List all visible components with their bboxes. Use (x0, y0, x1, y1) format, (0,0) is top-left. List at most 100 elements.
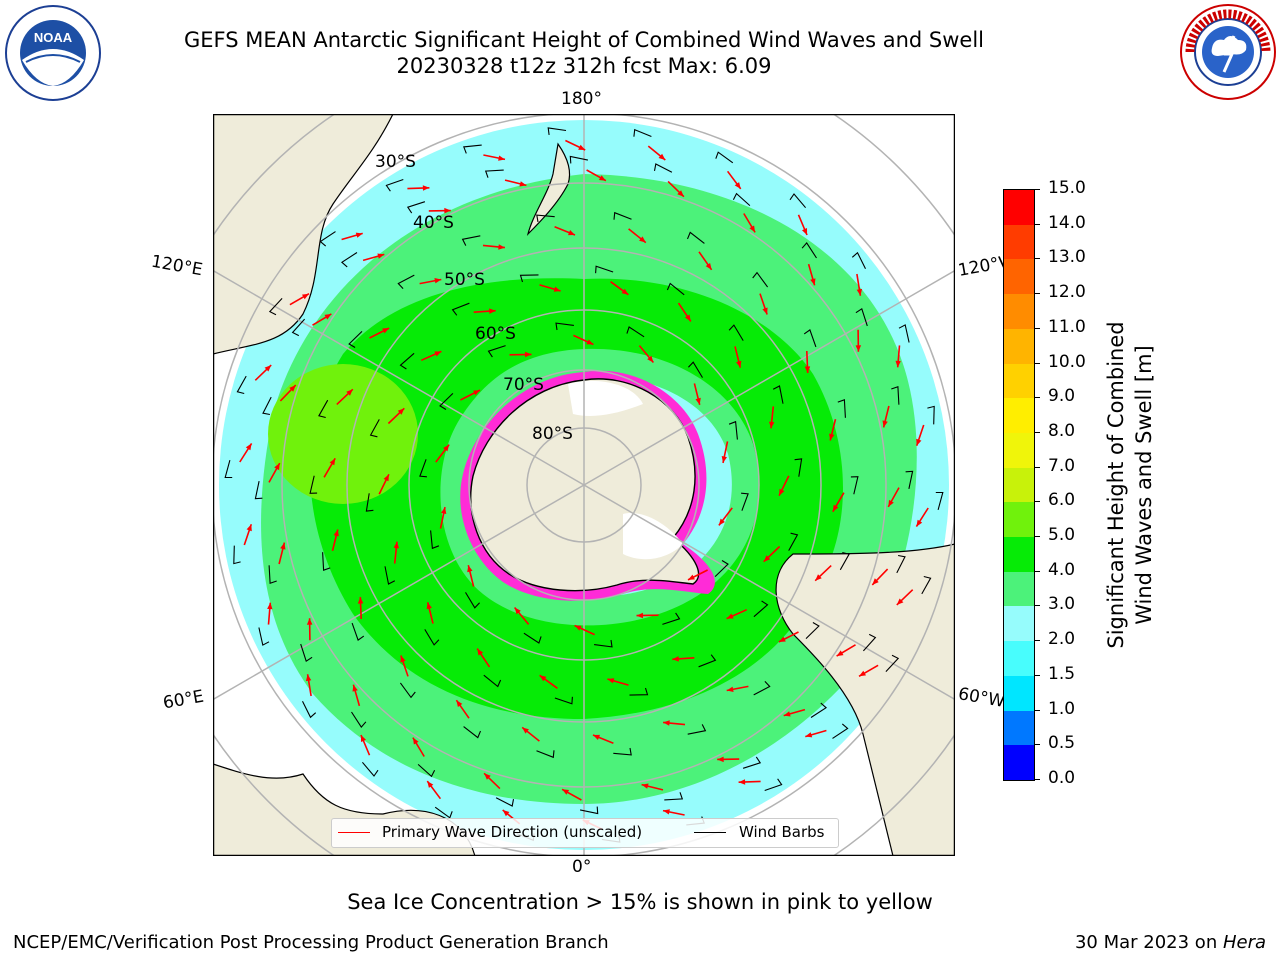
colorbar (1003, 189, 1035, 781)
meridian-label-0: 0° (572, 857, 592, 877)
wind-barb (653, 163, 673, 173)
latitude-label-30s: 30°S (375, 152, 416, 172)
wind-barb (233, 545, 241, 565)
meridian-label-120e: 120°E (149, 251, 205, 281)
wind-barb (319, 231, 336, 247)
colorbar-tick-label: 3.0 (1048, 594, 1076, 615)
footer-host: Hera (1222, 932, 1266, 953)
wave-arrow-head (427, 781, 434, 788)
wave-arrow-head (412, 737, 419, 745)
colorbar-tick-mark (1034, 674, 1040, 676)
colorbar-tick-label: 13.0 (1048, 247, 1086, 268)
colorbar-tick-mark (1034, 293, 1040, 295)
wave-arrow-head (621, 288, 629, 295)
sea-ice-note: Sea Ice Concentration > 15% is shown in … (347, 890, 933, 914)
wind-barb (666, 282, 685, 296)
wind-barb (855, 307, 868, 327)
wave-arrow-head (525, 351, 532, 358)
wave-arrow-head (663, 809, 670, 815)
wave-arrow-head (456, 700, 463, 707)
wave-arrow-head (687, 574, 695, 580)
wave-arrow-head (382, 328, 390, 334)
wave-arrow-head (434, 351, 442, 357)
colorbar-tick-mark (1034, 779, 1040, 780)
wave-arrow-head (598, 175, 606, 181)
colorbar-tick-mark (1034, 536, 1040, 538)
wind-barb (789, 193, 807, 209)
wind-barb (686, 231, 705, 244)
wave-arrow-head (721, 456, 727, 463)
wave-field-5-6m (268, 364, 418, 504)
colorbar-tick-label: 6.0 (1048, 490, 1076, 511)
map-legend: Primary Wave Direction (unscaled) Wind B… (331, 818, 839, 848)
colorbar-segment (1004, 641, 1034, 676)
wind-barb (810, 702, 828, 718)
wind-barb (302, 700, 317, 719)
wind-barb (268, 565, 277, 585)
wind-barb (662, 612, 681, 625)
wave-arrow-head (802, 228, 808, 236)
wave-arrow-head (836, 650, 844, 657)
wind-barb (399, 352, 415, 370)
wind-barb (898, 324, 910, 343)
wave-arrow-head (562, 789, 570, 795)
wave-arrow-head (498, 244, 505, 250)
wave-arrow-head (779, 488, 785, 496)
wind-barb (291, 318, 306, 337)
wave-arrow-head (592, 734, 600, 740)
colorbar-tick-label: 5.0 (1048, 525, 1076, 546)
wind-barb (365, 493, 374, 512)
wave-arrow-head (484, 773, 491, 780)
wind-barb (772, 385, 784, 404)
wave-arrow-head (426, 602, 432, 610)
footer-date: 30 Mar 2023 on Hera (1075, 932, 1266, 953)
colorbar-segment (1004, 398, 1034, 433)
colorbar-tick-mark (1034, 258, 1040, 260)
colorbar-segment (1004, 432, 1034, 468)
meridian-lines (213, 114, 955, 856)
wave-arrow-head (306, 618, 313, 625)
wave-arrow-head (916, 438, 922, 446)
colorbar-tick-label: 4.0 (1048, 559, 1076, 580)
wave-arrow-head (672, 656, 679, 662)
wind-barb (896, 554, 906, 574)
wave-arrow-head (738, 779, 746, 785)
wave-arrow-head (357, 597, 364, 604)
wave-arrow-head (805, 732, 813, 738)
wind-barb (714, 560, 729, 577)
wind-barb (862, 633, 877, 652)
wind-barb (430, 530, 440, 550)
wind-barb (397, 274, 415, 289)
colorbar-segment (1004, 502, 1034, 538)
wind-barb (463, 726, 482, 739)
new-zealand-landmass (526, 142, 571, 236)
latitude-label-60s: 60°S (475, 324, 516, 344)
wind-barb (732, 192, 751, 207)
colorbar-segment (1004, 328, 1034, 364)
wind-barb (803, 329, 817, 348)
wind-barb (885, 654, 900, 672)
wind-barb (728, 324, 744, 341)
chart-title-line2: 20230328 t12z 312h fcst Max: 6.09 (396, 54, 772, 78)
colorbar-segment (1004, 259, 1034, 295)
colorbar-tick-label: 10.0 (1048, 351, 1086, 372)
wind-barb (555, 322, 574, 331)
wind-barb (633, 128, 652, 138)
wave-arrow-head (574, 625, 582, 631)
wave-arrow-head (695, 397, 701, 405)
wave-direction-arrows (239, 139, 929, 831)
wind-barb (300, 643, 313, 663)
colorbar-segment (1004, 571, 1034, 607)
wave-arrow-head (684, 314, 691, 322)
wind-barb (465, 592, 481, 609)
wave-arrow-head (267, 602, 273, 610)
wind-barb (439, 393, 454, 410)
wave-arrow-head (568, 230, 576, 236)
wave-arrow-head (441, 507, 447, 514)
wave-arrow-head (718, 518, 725, 526)
wind-barb (351, 711, 367, 729)
chart-title-line1: GEFS MEAN Antarctic Significant Height o… (183, 28, 985, 52)
wind-barb (805, 622, 820, 639)
colorbar-tick-mark (1034, 223, 1040, 225)
wave-arrow-head (274, 463, 280, 471)
